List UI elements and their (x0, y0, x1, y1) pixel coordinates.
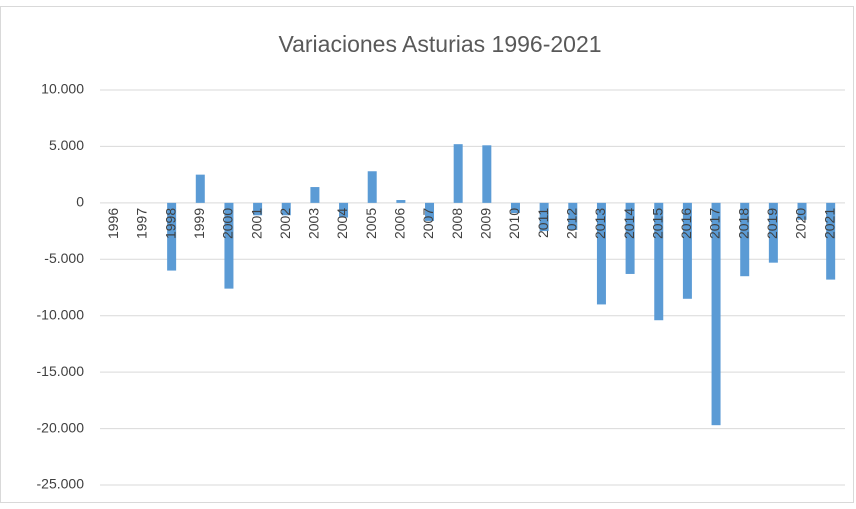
bar (682, 202, 692, 299)
bar (224, 202, 234, 289)
x-tick-label: 2003 (306, 208, 322, 239)
x-tick-label: 2012 (563, 208, 579, 239)
bar (568, 202, 578, 230)
x-tick-label: 2007 (420, 208, 436, 239)
bar (167, 202, 177, 271)
x-tick-label: 2006 (392, 208, 408, 239)
x-tick-label: 2005 (363, 208, 379, 239)
x-tick-label: 2017 (707, 208, 723, 239)
chart-title: Variaciones Asturias 1996-2021 (278, 31, 601, 57)
bar (482, 145, 492, 203)
x-tick-label: 1997 (134, 208, 150, 239)
bar (539, 202, 549, 232)
chart-border (0, 6, 854, 503)
bar (310, 187, 320, 203)
y-tick-label: -10.000 (37, 306, 85, 322)
x-tick-label: 2010 (506, 208, 522, 239)
bar (396, 200, 406, 203)
bar (654, 202, 664, 321)
bar (768, 202, 778, 263)
x-tick-label: 2020 (793, 208, 809, 239)
y-tick-label: -20.000 (37, 419, 85, 435)
x-tick-label: 2001 (248, 208, 264, 239)
x-tick-label: 2021 (821, 208, 837, 239)
x-tick-label: 2019 (764, 208, 780, 239)
bar (596, 202, 606, 305)
y-tick-label: -15.000 (37, 363, 85, 379)
y-tick-label: -25.000 (37, 476, 85, 492)
bar (510, 202, 520, 214)
x-tick-label: 1996 (105, 208, 121, 239)
y-tick-label: 10.000 (41, 81, 84, 97)
x-tick-label: 2015 (649, 208, 665, 239)
y-tick-label: -5.000 (44, 250, 84, 266)
bar (625, 202, 635, 274)
x-tick-label: 2009 (478, 208, 494, 239)
bar (711, 202, 721, 426)
x-tick-label: 2014 (621, 208, 637, 239)
x-tick-label: 2018 (735, 208, 751, 239)
bar (367, 171, 377, 203)
y-tick-label: 0 (76, 194, 84, 210)
x-tick-label: 2016 (678, 208, 694, 239)
y-tick-label: 5.000 (49, 137, 84, 153)
x-tick-label: 2000 (220, 208, 236, 239)
x-tick-label: 2002 (277, 208, 293, 239)
x-tick-label: 2008 (449, 208, 465, 239)
bar (339, 202, 349, 218)
x-tick-label: 2004 (334, 208, 350, 239)
bar (453, 144, 463, 203)
x-tick-label: 2011 (535, 208, 551, 238)
bar (195, 174, 205, 203)
bar (826, 202, 836, 280)
x-tick-label: 2013 (592, 208, 608, 239)
x-tick-label: 1999 (191, 208, 207, 239)
bar (797, 202, 807, 220)
bar (425, 202, 435, 221)
bar (253, 202, 263, 216)
bar (281, 202, 291, 216)
x-tick-label: 1998 (162, 208, 178, 239)
bar (740, 202, 750, 277)
